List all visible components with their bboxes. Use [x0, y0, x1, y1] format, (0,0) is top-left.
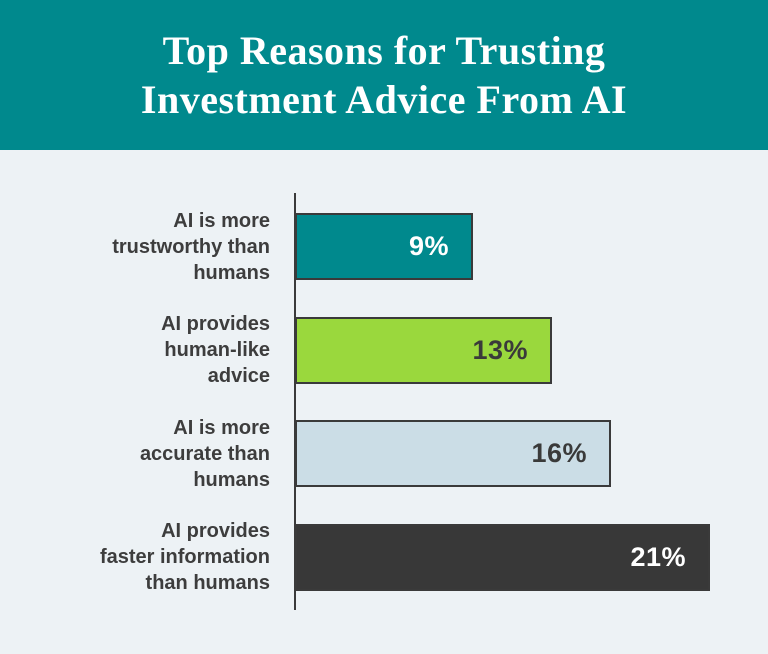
bar-track: 9% [295, 213, 768, 280]
bar-track: 16% [295, 420, 768, 487]
bar: 21% [295, 523, 710, 591]
chart-title-banner: Top Reasons for Trusting Investment Advi… [0, 0, 768, 150]
chart-title-line-1: Top Reasons for Trusting [162, 28, 606, 73]
bar-value-label: 21% [630, 541, 686, 572]
bar-track: 21% [295, 523, 768, 591]
bar-value-label: 9% [408, 231, 449, 261]
bar-rows: AI is more trustworthy than humans 9% AI… [0, 210, 768, 594]
bar: 13% [295, 316, 552, 384]
bar-track: 13% [295, 316, 768, 384]
bar-row: AI provides faster information than huma… [0, 520, 768, 594]
bar-category-label: AI is more trustworthy than humans [112, 209, 270, 284]
bar-chart: AI is more trustworthy than humans 9% AI… [0, 150, 768, 654]
bar-category-label: AI is more accurate than humans [139, 416, 270, 491]
y-axis-line [294, 193, 296, 610]
bar: 9% [295, 213, 473, 280]
chart-title-line-2: Investment Advice From AI [140, 77, 628, 122]
bar: 16% [295, 420, 611, 487]
bar-value-label: 13% [472, 334, 528, 365]
bar-value-label: 16% [531, 438, 587, 468]
bar-category-label: AI provides faster information than huma… [99, 520, 270, 594]
bar-row: AI is more accurate than humans 16% [0, 417, 768, 491]
bar-row: AI provides human-like advice 13% [0, 313, 768, 387]
bar-row: AI is more trustworthy than humans 9% [0, 210, 768, 284]
bar-category-label: AI provides human-like advice [161, 313, 270, 387]
